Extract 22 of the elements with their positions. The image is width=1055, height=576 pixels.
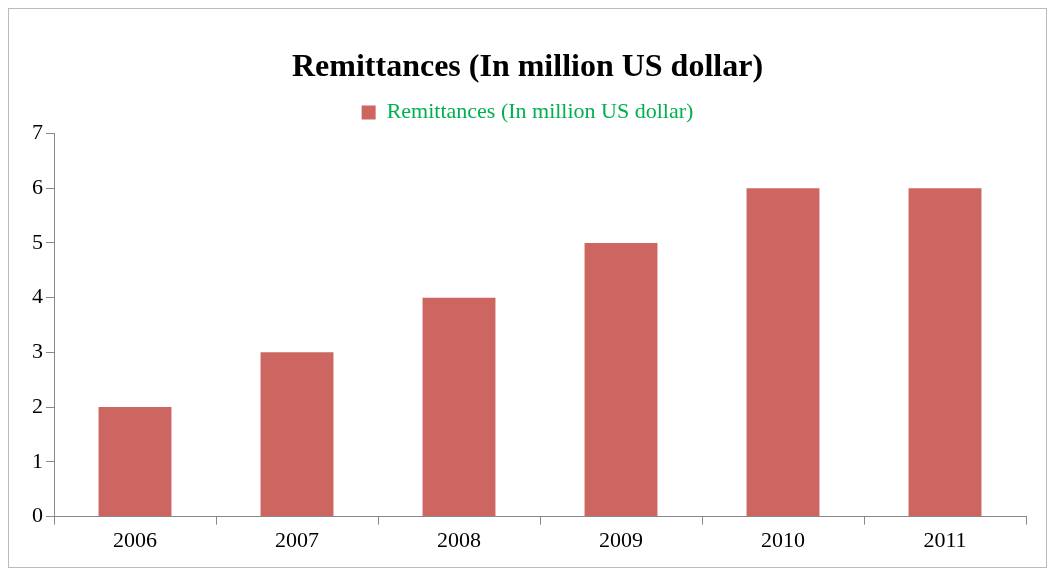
bar: [260, 352, 334, 517]
y-tick-label: 6: [32, 173, 43, 199]
x-tick-label: 2008: [437, 526, 481, 552]
y-tick-label: 5: [32, 228, 43, 254]
legend-label: Remittances (In million US dollar): [386, 98, 694, 124]
bar: [98, 407, 172, 517]
bar: [422, 297, 496, 517]
y-tick-label: 0: [32, 502, 43, 528]
x-tick-label: 2009: [599, 526, 643, 552]
chart-title: Remittances (In million US dollar): [291, 47, 764, 84]
x-tick-label: 2010: [761, 526, 805, 552]
bar: [746, 188, 820, 517]
y-tick-label: 2: [32, 392, 43, 418]
y-tick-label: 7: [32, 119, 43, 145]
x-tick-label: 2006: [113, 526, 157, 552]
y-tick-label: 3: [32, 338, 43, 364]
bar: [908, 188, 982, 517]
x-tick-label: 2011: [923, 526, 967, 552]
y-tick-label: 4: [32, 283, 43, 309]
y-tick-label: 1: [32, 447, 43, 473]
x-tick-label: 2007: [275, 526, 319, 552]
bar: [584, 242, 658, 517]
